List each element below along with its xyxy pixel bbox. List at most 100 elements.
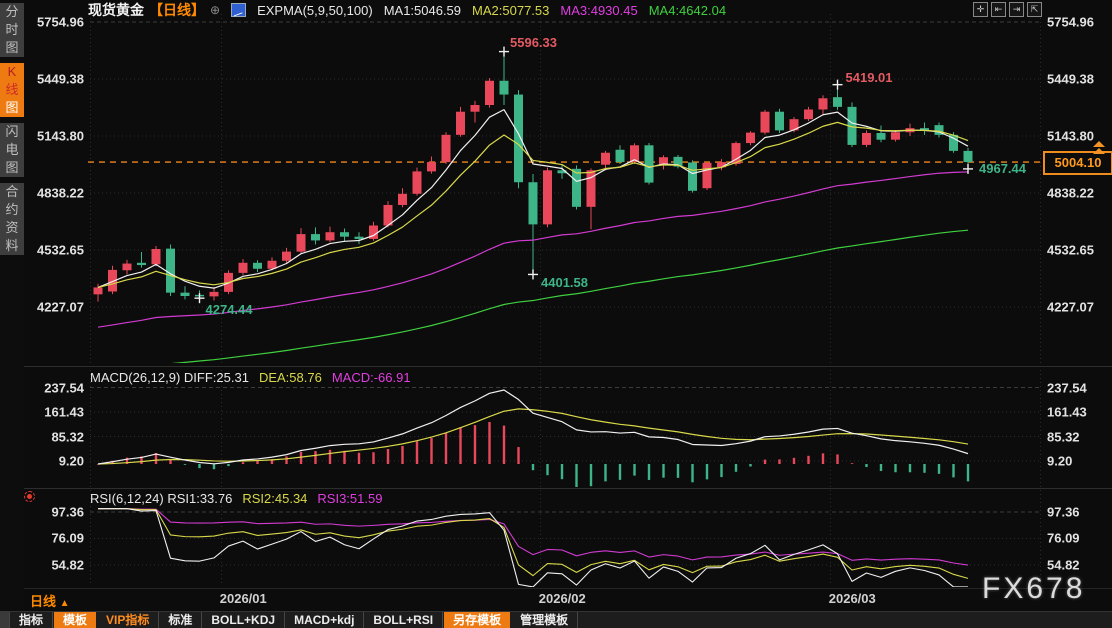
panel-divider xyxy=(24,366,1112,367)
price-annotation: 4967.44 xyxy=(979,160,1026,176)
axis-label: 85.32 xyxy=(51,429,84,445)
panel-divider xyxy=(24,488,1112,489)
toolbar-tab-VIP指标[interactable]: VIP指标 xyxy=(97,612,160,628)
sidebar-item-char: K xyxy=(7,64,17,79)
watermark: FX678 xyxy=(982,572,1086,605)
ma-value: MA2:5077.53 xyxy=(472,2,550,18)
axis-label: 4532.65 xyxy=(1047,242,1094,258)
axis-label: 76.09 xyxy=(51,530,84,546)
axis-label: 237.54 xyxy=(44,380,84,396)
axis-label: 76.09 xyxy=(1047,530,1080,546)
macd-layer xyxy=(96,389,970,487)
toolbar-tab-管理模板[interactable]: 管理模板 xyxy=(511,612,579,628)
axis-label: 54.82 xyxy=(51,557,84,573)
axis-label: 237.54 xyxy=(1047,380,1087,396)
sidebar-item-char: 图 xyxy=(5,160,19,175)
rsi3: RSI3:51.59 xyxy=(317,491,383,506)
sidebar-item-1[interactable]: 分时图 xyxy=(0,3,24,57)
ma-values: MA1:5046.59 MA2:5077.53 MA3:4930.45 MA4:464… xyxy=(384,3,726,18)
axis-label: 4532.65 xyxy=(37,242,84,258)
axis-label: 85.32 xyxy=(1047,429,1080,445)
toolbar-tab-标准[interactable]: 标准 xyxy=(159,612,203,628)
axis-label: 9.20 xyxy=(1047,453,1073,469)
toolbar-tab-BOLL+RSI[interactable]: BOLL+RSI xyxy=(364,612,444,628)
price-annotation: 4401.58 xyxy=(541,275,588,291)
bottom-toolbar: 指标 模板 VIP指标 标准 BOLL+KDJ MACD+kdj BOLL+RSI 另存模板管… xyxy=(0,611,1112,628)
chart-toolbar-icons: ✛ ⇤ ⇥ ⇱ xyxy=(973,2,1042,17)
macd-dea: DEA:58.76 xyxy=(258,370,322,385)
rsi-title: RSI(6,12,24) RSI1:33.76 xyxy=(90,491,233,506)
chart-header: 现货黄金 【日线】 ⊕ EXPMA(5,9,50,100) MA1:5046.5… xyxy=(88,2,726,18)
axis-label: 5754.96 xyxy=(37,14,84,30)
toolbar-tab-另存模板[interactable]: 另存模板 xyxy=(444,612,511,628)
axis-label: 4838.22 xyxy=(1047,185,1094,201)
axis-label: 9.20 xyxy=(58,453,84,469)
macd-panel-header: MACD(26,12,9) DIFF:25.31 DEA:58.76 MACD:… xyxy=(90,370,411,385)
sidebar-item-char: 资 xyxy=(5,220,19,235)
ma-value: MA4:4642.04 xyxy=(648,2,727,18)
ma-value: MA1:5046.59 xyxy=(383,2,462,18)
price-annotation: 5419.01 xyxy=(845,69,893,85)
axis-label: 4838.22 xyxy=(37,185,84,201)
rsi2: RSI2:45.34 xyxy=(242,491,308,506)
sidebar-item-char: 电 xyxy=(5,142,19,157)
axis-label: 5449.38 xyxy=(1047,71,1094,87)
price-annotation: 4274.44 xyxy=(205,302,253,318)
sidebar-item-char: 线 xyxy=(5,82,19,97)
axis-label: 4227.07 xyxy=(37,299,84,315)
axis-label: 5449.38 xyxy=(37,71,84,87)
link-icon: ⊕ xyxy=(210,3,221,17)
ma-value: MA3:4930.45 xyxy=(560,2,638,18)
sidebar-item-char: 料 xyxy=(5,238,19,253)
price-annotation: 5596.33 xyxy=(510,34,557,50)
compress-x-icon[interactable]: ⇤ xyxy=(991,2,1006,17)
toolbar-tab-模板[interactable]: 模板 xyxy=(54,612,97,628)
sidebar-item-3[interactable]: 闪电图 xyxy=(0,123,24,177)
expma-icon xyxy=(231,3,247,17)
sidebar-item-4[interactable]: 合约资料 xyxy=(0,183,24,255)
sidebar-item-char: 图 xyxy=(5,40,19,55)
axis-label: 4227.07 xyxy=(1047,299,1094,315)
corner-handle xyxy=(0,611,9,628)
axis-label: 5143.80 xyxy=(37,128,84,144)
overlay-label: EXPMA(5,9,50,100) xyxy=(257,2,373,18)
expand-x-icon[interactable]: ⇥ xyxy=(1009,2,1024,17)
toolbar-tab-指标[interactable]: 指标 xyxy=(9,612,54,628)
sidebar-item-char: 合 xyxy=(5,184,19,199)
xaxis-divider xyxy=(0,588,1112,589)
pan-tool-icon[interactable]: ✛ xyxy=(973,2,988,17)
macd-title: MACD(26,12,9) DIFF:25.31 xyxy=(90,370,249,385)
month-label: 2026/02 xyxy=(538,591,586,606)
candles-layer xyxy=(93,51,973,363)
sidebar-item-char: 图 xyxy=(5,100,19,115)
axis-label: 97.36 xyxy=(1047,504,1080,520)
axis-label: 161.43 xyxy=(44,404,84,420)
toolbar-tab-MACD+kdj[interactable]: MACD+kdj xyxy=(285,612,365,628)
month-label: 2026/01 xyxy=(219,591,267,606)
month-label: 2026/03 xyxy=(828,591,876,606)
rsi-panel-header: RSI(6,12,24) RSI1:33.76 RSI2:45.34 RSI3:… xyxy=(90,491,382,506)
axis-label: 54.82 xyxy=(1047,557,1080,573)
toolbar-tab-BOLL+KDJ[interactable]: BOLL+KDJ xyxy=(202,612,286,628)
sidebar-item-char: 分 xyxy=(5,4,19,19)
period-selector[interactable]: 日线 ▲ xyxy=(30,594,70,609)
symbol-name: 现货黄金 xyxy=(88,2,144,18)
macd-value: MACD:-66.91 xyxy=(331,370,411,385)
axis-label: 97.36 xyxy=(51,504,84,520)
period-tag: 【日线】 xyxy=(149,2,205,18)
rsi-layer xyxy=(98,508,969,587)
axis-label: 5143.80 xyxy=(1047,128,1094,144)
sidebar-item-char: 约 xyxy=(5,202,19,217)
current-price-box: 5004.10 xyxy=(1043,151,1112,175)
axis-label: 161.43 xyxy=(1047,404,1087,420)
axis-label: 5754.96 xyxy=(1047,14,1094,30)
jump-to-latest-icon[interactable] xyxy=(1093,141,1105,155)
alert-dot-icon xyxy=(24,491,35,502)
jump-end-icon[interactable]: ⇱ xyxy=(1027,2,1042,17)
sidebar-item-char: 闪 xyxy=(5,124,19,139)
sidebar-item-char: 时 xyxy=(5,22,19,37)
